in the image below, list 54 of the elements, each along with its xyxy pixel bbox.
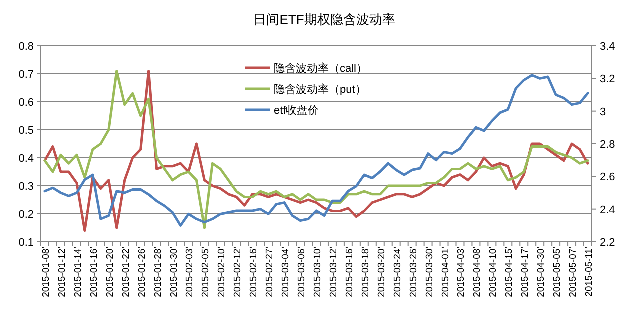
x-tick-label: 2015-04-10' bbox=[488, 246, 500, 298]
x-tick-label: 2015-04-17' bbox=[520, 246, 532, 298]
x-tick-label: 2015-05-05' bbox=[552, 246, 564, 298]
y-tick-label: 0.8 bbox=[18, 41, 34, 53]
x-tick-label: 2015-01-12' bbox=[56, 246, 68, 298]
x-tick-label: 2015-03-30' bbox=[424, 246, 436, 298]
x-tick-label: 2015-01-22' bbox=[120, 246, 132, 298]
x-tick-label: 2015-05-07' bbox=[568, 246, 580, 298]
y-tick-label: 0.7 bbox=[18, 69, 34, 81]
y-tick-label: 0.4 bbox=[18, 153, 34, 165]
x-tick-label: 2015-02-03' bbox=[184, 246, 196, 298]
y-tick-label: 0.6 bbox=[18, 97, 34, 109]
x-tick-label: 2015-03-04' bbox=[280, 246, 292, 298]
x-tick-label: 2015-03-18' bbox=[360, 246, 372, 298]
legend-label: 隐含波动率（call） bbox=[274, 62, 368, 75]
x-tick-label: 2015-01-28' bbox=[152, 246, 164, 298]
y2-tick-label: 2.6 bbox=[600, 172, 616, 184]
legend-label: 隐含波动率（put） bbox=[274, 83, 366, 96]
x-tick-label: 2015-04-15' bbox=[504, 246, 516, 298]
x-tick-label: 2015-03-06' bbox=[296, 246, 308, 298]
y2-tick-label: 2.4 bbox=[600, 204, 616, 216]
x-tick-label: 2015-04-01' bbox=[440, 246, 452, 298]
y2-tick-label: 2.8 bbox=[600, 139, 616, 151]
y2-tick-label: 2.2 bbox=[600, 237, 616, 249]
x-tick-label: 2015-03-10' bbox=[312, 246, 324, 298]
y-tick-label: 0.5 bbox=[18, 125, 34, 137]
x-tick-label: 2015-01-26' bbox=[136, 246, 148, 298]
y2-tick-label: 3.2 bbox=[600, 74, 616, 86]
x-tick-label: 2015-05-11' bbox=[584, 246, 596, 297]
x-tick-label: 2015-01-20' bbox=[104, 246, 116, 298]
x-tick-label: 2015-01-08' bbox=[40, 246, 52, 298]
x-tick-label: 2015-03-20' bbox=[376, 246, 388, 298]
x-tick-label: 2015-02-10' bbox=[216, 246, 228, 298]
x-tick-label: 2015-02-16' bbox=[248, 246, 260, 298]
x-tick-label: 2015-02-05' bbox=[200, 246, 212, 298]
y2-tick-label: 3.4 bbox=[600, 41, 616, 53]
legend-label: etf收盘价 bbox=[274, 105, 320, 117]
x-tick-label: 2015-04-03' bbox=[456, 246, 468, 298]
chart-title: 日间ETF期权隐含波动率 bbox=[254, 12, 396, 27]
x-tick-label: 2015-02-12' bbox=[232, 246, 244, 298]
x-tick-label: 2015-02-27' bbox=[264, 246, 276, 298]
x-tick-label: 2015-01-30' bbox=[168, 246, 180, 298]
x-tick-label: 2015-01-16' bbox=[88, 246, 100, 298]
x-tick-label: 2015-03-16' bbox=[344, 246, 356, 298]
x-tick-label: 2015-03-12' bbox=[328, 246, 340, 298]
y-tick-label: 0.1 bbox=[18, 237, 34, 249]
x-tick-label: 2015-03-24' bbox=[392, 246, 404, 298]
x-tick-label: 2015-04-30' bbox=[536, 246, 548, 298]
y-tick-label: 0.3 bbox=[18, 181, 34, 193]
x-tick-label: 2015-03-26' bbox=[408, 246, 420, 298]
x-tick-label: 2015-04-08' bbox=[472, 246, 484, 298]
y2-tick-label: 3 bbox=[600, 106, 606, 118]
x-tick-label: 2015-01-14' bbox=[72, 246, 84, 298]
y-tick-label: 0.2 bbox=[18, 209, 34, 221]
